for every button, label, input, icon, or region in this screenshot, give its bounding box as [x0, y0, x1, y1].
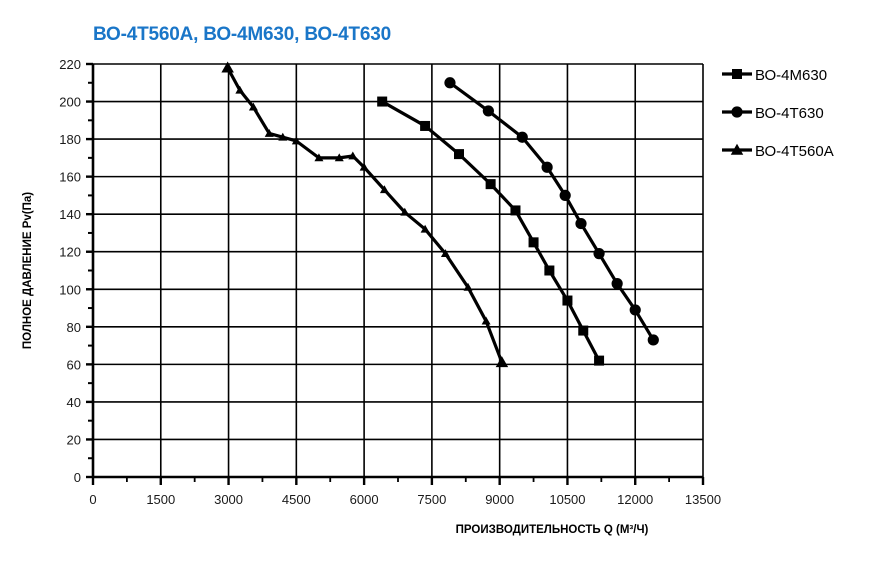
series-marker-1-4	[559, 189, 571, 202]
series-marker-0-5	[528, 237, 539, 248]
series-marker-1-6	[593, 248, 605, 260]
y-axis-tick-label: 60	[67, 357, 81, 372]
series-marker-1-5	[575, 217, 587, 230]
series-marker-0-1	[420, 120, 431, 131]
series-marker-2-2	[248, 102, 258, 111]
x-axis-tick-label: 10500	[549, 492, 585, 507]
y-axis-title: ПОЛНОЕ ДАВЛЕНИЕ Pv(Па)	[22, 192, 34, 349]
series-marker-0-0	[377, 96, 388, 107]
y-axis-tick-label: 40	[67, 395, 81, 410]
series-marker-1-0	[444, 77, 456, 89]
series-marker-0-8	[578, 325, 589, 336]
series-line-0	[380, 99, 601, 363]
x-axis-tick-label: 9000	[485, 492, 514, 507]
series-marker-2-7	[334, 153, 344, 162]
series-marker-1-2	[516, 131, 528, 143]
series-marker-1-1	[482, 105, 494, 117]
legend-label-1: ВО-4Т630	[755, 105, 824, 122]
series-marker-1-3	[541, 161, 553, 173]
series-marker-1-7	[611, 278, 623, 290]
series-marker-0-6	[544, 265, 555, 276]
series-marker-0-3	[485, 179, 496, 190]
x-axis-tick-label: 0	[89, 492, 96, 507]
series-marker-2-13	[440, 249, 450, 257]
legend-marker-square-icon	[732, 69, 742, 79]
legend-marker-triangle-icon	[730, 143, 744, 155]
legend-marker-circle-icon	[731, 106, 743, 118]
series-marker-1-8	[629, 304, 641, 316]
series-marker-2-8	[348, 151, 358, 160]
series-marker-0-7	[562, 295, 573, 306]
series-marker-2-5	[291, 136, 301, 145]
legend-label-2: ВО-4Т560А	[755, 143, 834, 160]
x-axis-tick-label: 7500	[417, 492, 446, 507]
series-marker-2-16	[495, 356, 509, 368]
series-marker-2-14	[463, 282, 473, 291]
x-axis-tick-label: 3000	[214, 492, 243, 507]
y-axis-tick-label: 120	[59, 245, 81, 260]
series-marker-2-3	[264, 128, 274, 137]
series-marker-2-4	[278, 132, 288, 141]
y-axis-tick-label: 80	[67, 320, 81, 335]
series-marker-2-10	[379, 185, 389, 194]
series-marker-0-9	[594, 355, 605, 366]
legend-label-0: ВО-4М630	[755, 67, 827, 84]
x-axis-title: ПРОИЗВОДИТЕЛЬНОСТЬ Q (М³/Ч)	[456, 524, 649, 536]
series-marker-0-4	[510, 205, 521, 216]
y-axis-tick-label: 100	[59, 282, 81, 297]
series-marker-1-9	[647, 334, 659, 346]
y-axis-tick-label: 220	[59, 57, 81, 72]
series-marker-2-6	[314, 153, 324, 162]
series-marker-2-12	[420, 224, 430, 233]
x-axis-tick-label: 12000	[617, 492, 653, 507]
x-axis-tick-label: 4500	[282, 492, 311, 507]
series-marker-2-1	[235, 85, 245, 94]
x-axis-tick-label: 1500	[146, 492, 175, 507]
series-marker-2-0	[221, 61, 234, 73]
series-marker-2-9	[359, 162, 369, 171]
y-axis-tick-label: 180	[59, 132, 81, 147]
x-axis-tick-label: 13500	[685, 492, 721, 507]
series-marker-2-15	[481, 316, 491, 325]
series-marker-0-2	[454, 149, 464, 160]
y-axis-tick-label: 200	[59, 95, 81, 110]
series-line-1	[448, 81, 655, 342]
page-title: ВО-4Т560А, ВО-4М630, ВО-4Т630	[93, 24, 391, 45]
x-axis-tick-label: 6000	[350, 492, 379, 507]
y-axis-tick-label: 0	[74, 470, 81, 485]
y-axis-tick-label: 140	[59, 207, 81, 222]
y-axis-tick-label: 160	[59, 170, 81, 185]
y-axis-tick-label: 20	[67, 432, 81, 447]
series-marker-2-11	[400, 207, 410, 216]
